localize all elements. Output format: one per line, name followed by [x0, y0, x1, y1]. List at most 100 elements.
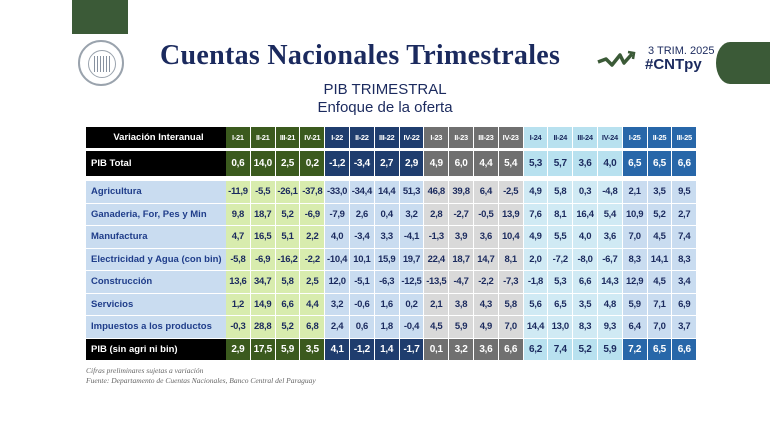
value-cell: 51,3: [399, 181, 425, 203]
value-cell: 6,6: [498, 338, 524, 360]
row-label: PIB Total: [86, 151, 226, 176]
value-cell: 3,5: [647, 181, 673, 203]
column-header: I-24: [523, 127, 549, 148]
value-cell: 5,5: [548, 226, 574, 248]
value-cell: 4,0: [597, 151, 623, 176]
value-cell: 0,1: [424, 338, 450, 360]
value-cell: 14,0: [250, 151, 276, 176]
value-cell: 16,5: [250, 226, 276, 248]
value-cell: 0,6: [226, 151, 251, 176]
value-cell: 6,5: [647, 338, 673, 360]
value-cell: 7,4: [548, 338, 574, 360]
value-cell: 1,2: [226, 293, 251, 315]
value-cell: -6,3: [374, 271, 400, 293]
value-cell: 2,2: [300, 226, 326, 248]
value-cell: 3,2: [325, 293, 350, 315]
column-header: IV-22: [399, 127, 425, 148]
value-cell: 28,8: [250, 316, 276, 338]
column-header: III-24: [573, 127, 598, 148]
value-cell: 8,1: [548, 203, 574, 225]
value-cell: -10,4: [325, 248, 350, 270]
value-cell: 4,0: [573, 226, 598, 248]
value-cell: 7,4: [672, 226, 698, 248]
value-cell: -2,2: [473, 271, 499, 293]
value-cell: 9,3: [597, 316, 623, 338]
row-label: Ganaderia, For, Pes y Min: [86, 203, 226, 225]
cnt-tag: 3 TRIM. 2025 #CNTpy: [590, 42, 770, 84]
value-cell: 3,8: [449, 293, 474, 315]
value-cell: 9,8: [226, 203, 251, 225]
value-cell: 14,3: [597, 271, 623, 293]
trend-arrow-icon: [597, 50, 636, 67]
column-header: I-23: [424, 127, 450, 148]
value-cell: 2,4: [325, 316, 350, 338]
column-header: II-24: [548, 127, 574, 148]
value-cell: 13,6: [226, 271, 251, 293]
value-cell: -0,3: [226, 316, 251, 338]
column-header: IV-24: [597, 127, 623, 148]
value-cell: -7,2: [548, 248, 574, 270]
value-cell: 5,9: [449, 316, 474, 338]
value-cell: -1,8: [523, 271, 549, 293]
value-cell: 6,6: [573, 271, 598, 293]
subtitle-approach: Enfoque de la oferta: [317, 99, 453, 116]
value-cell: -5,8: [226, 248, 251, 270]
value-cell: 4,9: [523, 226, 549, 248]
tag-hashtag: #CNTpy: [645, 56, 702, 73]
value-cell: 2,9: [399, 151, 425, 176]
row-label: PIB (sin agri ni bin): [86, 338, 226, 360]
value-cell: 4,3: [473, 293, 499, 315]
value-cell: 0,2: [399, 293, 425, 315]
value-cell: 4,8: [597, 293, 623, 315]
value-cell: 5,1: [275, 226, 301, 248]
footnotes: Cifras preliminares sujetas a variación …: [86, 366, 316, 386]
value-cell: 15,9: [374, 248, 400, 270]
value-cell: 2,6: [349, 203, 375, 225]
value-cell: 7,0: [498, 316, 524, 338]
value-cell: 1,4: [374, 338, 400, 360]
value-cell: 2,0: [523, 248, 549, 270]
value-cell: 3,7: [672, 316, 698, 338]
value-cell: 2,5: [275, 151, 301, 176]
table-row: PIB (sin agri ni bin) 2,9 17,5 5,9 3,5 4,1 -1,…: [86, 338, 698, 361]
table-row: Impuestos a los productos -0,3 28,8 5,2 6,8 2…: [86, 316, 698, 339]
value-cell: -0,4: [399, 316, 425, 338]
table-row: Construcción 13,6 34,7 5,8 2,5 12,0 -5,1 -6,3 -1…: [86, 271, 698, 294]
value-cell: 6,6: [672, 151, 698, 176]
page-title: Cuentas Nacionales Trimestrales: [160, 40, 561, 71]
value-cell: 39,8: [449, 181, 474, 203]
value-cell: 9,5: [672, 181, 698, 203]
value-cell: -1,3: [424, 226, 450, 248]
value-cell: -26,1: [275, 181, 301, 203]
value-cell: 2,7: [672, 203, 698, 225]
value-cell: 3,6: [473, 226, 499, 248]
value-cell: 4,5: [647, 271, 673, 293]
value-cell: 5,2: [647, 203, 673, 225]
value-cell: -2,2: [300, 248, 326, 270]
table-row: Manufactura 4,7 16,5 5,1 2,2 4,0 -3,4 3,3 -4,1 -1…: [86, 226, 698, 249]
value-cell: 5,9: [622, 293, 648, 315]
value-cell: 5,2: [573, 338, 598, 360]
value-cell: 17,5: [250, 338, 276, 360]
value-cell: 12,9: [622, 271, 648, 293]
value-cell: 7,0: [622, 226, 648, 248]
value-cell: 10,4: [498, 226, 524, 248]
value-cell: 2,8: [424, 203, 450, 225]
column-header: I-25: [622, 127, 648, 148]
value-cell: -1,2: [325, 151, 350, 176]
value-cell: 13,0: [548, 316, 574, 338]
value-cell: 2,9: [226, 338, 251, 360]
value-cell: -11,9: [226, 181, 251, 203]
value-cell: 3,2: [399, 203, 425, 225]
value-cell: 2,1: [622, 181, 648, 203]
value-cell: 3,5: [300, 338, 326, 360]
value-cell: 7,2: [622, 338, 648, 360]
value-cell: 4,4: [473, 151, 499, 176]
tag-period: 3 TRIM. 2025: [648, 45, 715, 57]
value-cell: 14,4: [374, 181, 400, 203]
value-cell: 3,6: [473, 338, 499, 360]
row-label: Impuestos a los productos: [86, 316, 226, 338]
row-label: Electricidad y Agua (con bin): [86, 248, 226, 270]
bcp-seal-logo: [78, 40, 124, 86]
value-cell: -37,8: [300, 181, 326, 203]
